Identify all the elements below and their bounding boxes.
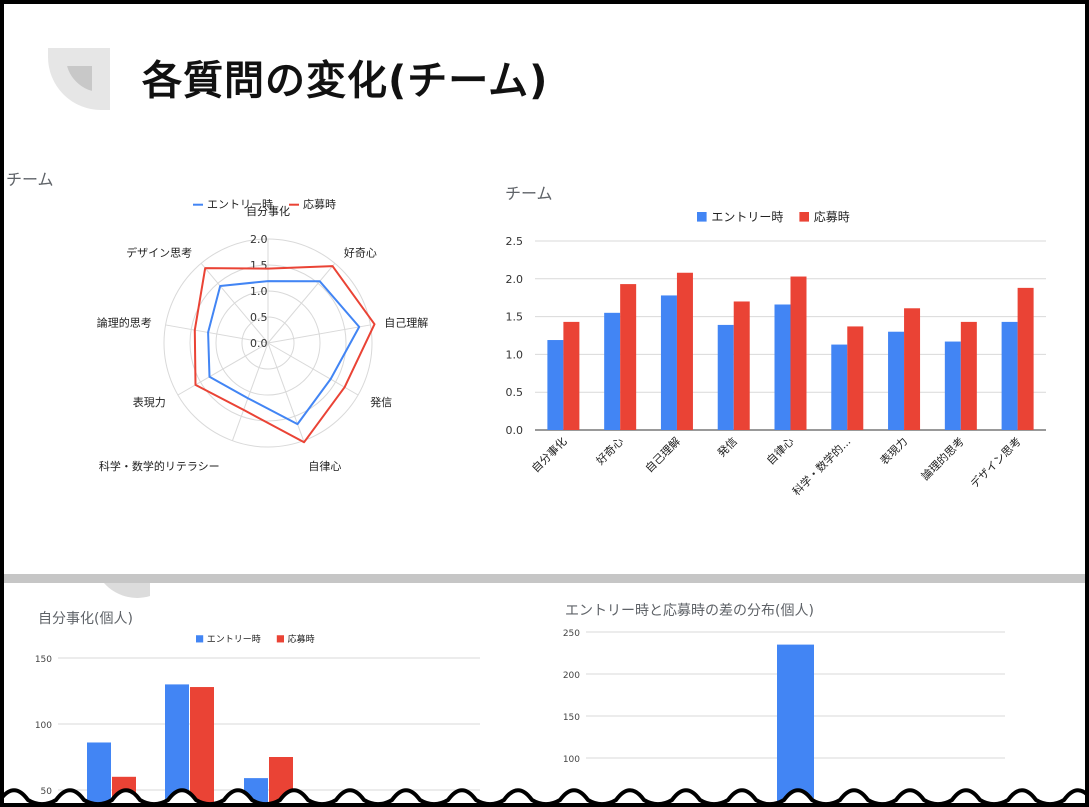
radar-tick-label: 0.5 bbox=[250, 311, 268, 324]
bar-apply bbox=[733, 301, 750, 430]
individual-bar-apply bbox=[190, 687, 214, 807]
bar-x-tick-label: 科学・数学的... bbox=[789, 434, 853, 498]
bar-apply bbox=[676, 272, 693, 430]
individual-y-tick-label: 50 bbox=[41, 787, 53, 797]
bar-apply bbox=[960, 321, 977, 430]
bar-entry bbox=[774, 304, 791, 430]
bar-x-tick-label: 自律心 bbox=[764, 435, 797, 468]
bar-x-tick-label: 自分事化 bbox=[528, 434, 569, 475]
diff-y-tick-label: 100 bbox=[563, 755, 580, 765]
diff-bar bbox=[777, 644, 814, 807]
bar-chart-title: チーム bbox=[505, 184, 553, 203]
individual-bar-chart: 150 100 50 エントリー時 応募時 bbox=[35, 633, 480, 807]
bar-x-tick-label: 論理的思考 bbox=[918, 434, 967, 483]
diff-distribution-chart-title: エントリー時と応募時の差の分布(個人) bbox=[565, 603, 814, 619]
radar-chart-title: チーム bbox=[6, 170, 54, 189]
radar-tick-label: 1.0 bbox=[250, 285, 268, 298]
bar-x-tick-label: 表現力 bbox=[877, 434, 910, 467]
radar-spoke bbox=[267, 263, 336, 344]
bar-entry bbox=[660, 295, 677, 430]
individual-legend-swatch-0 bbox=[196, 635, 204, 643]
individual-bar-chart-title: 自分事化(個人) bbox=[38, 611, 133, 627]
radar-tick-label: 2.0 bbox=[250, 233, 268, 246]
individual-y-tick-label: 100 bbox=[35, 721, 52, 731]
bar-entry bbox=[717, 324, 734, 430]
bar-apply bbox=[790, 276, 807, 430]
bar-apply bbox=[1017, 287, 1034, 430]
radar-category-label: 発信 bbox=[370, 395, 392, 409]
section-divider bbox=[0, 574, 1089, 583]
diff-y-tick-label: 250 bbox=[563, 629, 580, 639]
radar-tick-label: 1.5 bbox=[250, 259, 268, 272]
individual-legend-swatch-1 bbox=[276, 635, 284, 643]
radar-series-entry bbox=[207, 280, 361, 426]
bar-entry bbox=[888, 331, 905, 430]
diff-y-tick-label: 150 bbox=[563, 713, 580, 723]
radar-category-label: 自己理解 bbox=[384, 316, 428, 330]
bar-y-tick-label: 1.5 bbox=[506, 311, 524, 324]
bar-legend-label-0: エントリー時 bbox=[711, 210, 783, 224]
bar-entry bbox=[604, 312, 621, 430]
radar-category-label: デザイン思考 bbox=[126, 246, 192, 260]
individual-legend-label-1: 応募時 bbox=[288, 633, 315, 645]
bar-entry bbox=[831, 344, 848, 430]
radar-category-label: 好奇心 bbox=[344, 246, 377, 260]
radar-series-apply bbox=[193, 265, 376, 444]
bar-legend-swatch-1 bbox=[799, 212, 809, 222]
diff-y-tick-label: 200 bbox=[563, 671, 580, 681]
individual-y-tick-label: 150 bbox=[35, 655, 52, 665]
decorative-arc-lower bbox=[104, 583, 150, 598]
bar-entry bbox=[944, 341, 961, 430]
radar-spoke bbox=[231, 342, 269, 441]
bar-y-tick-label: 0.0 bbox=[506, 424, 524, 437]
bar-x-tick-label: 発信 bbox=[714, 434, 739, 459]
radar-category-label: 自分事化 bbox=[246, 204, 290, 218]
radar-spoke bbox=[177, 342, 269, 396]
team-bar-chart: 0.0 0.5 1.0 1.5 2.0 2.5 自分事化 好奇心 自己理解 発信 自律心科学・数学的… bbox=[506, 210, 1046, 498]
bar-x-tick-label: デザイン思考 bbox=[967, 434, 1024, 491]
radar-spoke bbox=[267, 342, 359, 396]
bar-entry bbox=[547, 340, 564, 430]
bar-apply bbox=[904, 308, 921, 430]
radar-legend-label-0: エントリー時 bbox=[207, 198, 273, 211]
bar-apply bbox=[847, 326, 864, 430]
decorative-arc bbox=[47, 48, 110, 111]
bar-apply bbox=[620, 284, 637, 430]
bar-x-tick-label: 自己理解 bbox=[642, 434, 683, 475]
bar-apply bbox=[563, 321, 580, 430]
radar-spoke bbox=[200, 263, 269, 344]
bar-y-tick-label: 0.5 bbox=[506, 386, 524, 399]
slide-title: 各質問の変化(チーム) bbox=[142, 58, 549, 104]
radar-spoke bbox=[165, 324, 269, 344]
individual-bar-entry bbox=[87, 742, 111, 807]
bar-y-tick-label: 1.0 bbox=[506, 348, 524, 361]
radar-category-label: 表現力 bbox=[133, 395, 166, 409]
radar-category-label: 論理的思考 bbox=[97, 316, 152, 330]
radar-legend-label-1: 応募時 bbox=[303, 197, 336, 211]
bar-x-tick-label: 好奇心 bbox=[593, 434, 626, 467]
radar-category-label: 自律心 bbox=[308, 460, 341, 473]
bar-legend-label-1: 応募時 bbox=[814, 210, 850, 224]
individual-legend-label-0: エントリー時 bbox=[207, 634, 261, 645]
bar-y-tick-label: 2.5 bbox=[506, 235, 524, 248]
diff-distribution-chart: 250 200 150 100 bbox=[563, 629, 1005, 807]
individual-bar-entry bbox=[165, 684, 189, 807]
radar-tick-label: 0.0 bbox=[250, 337, 268, 350]
radar-spoke bbox=[267, 324, 371, 344]
bar-entry bbox=[1001, 321, 1018, 430]
bar-legend-swatch-0 bbox=[697, 212, 707, 222]
bar-y-tick-label: 2.0 bbox=[506, 273, 524, 286]
radar-category-label: 科学・数学的リテラシー bbox=[99, 459, 220, 473]
